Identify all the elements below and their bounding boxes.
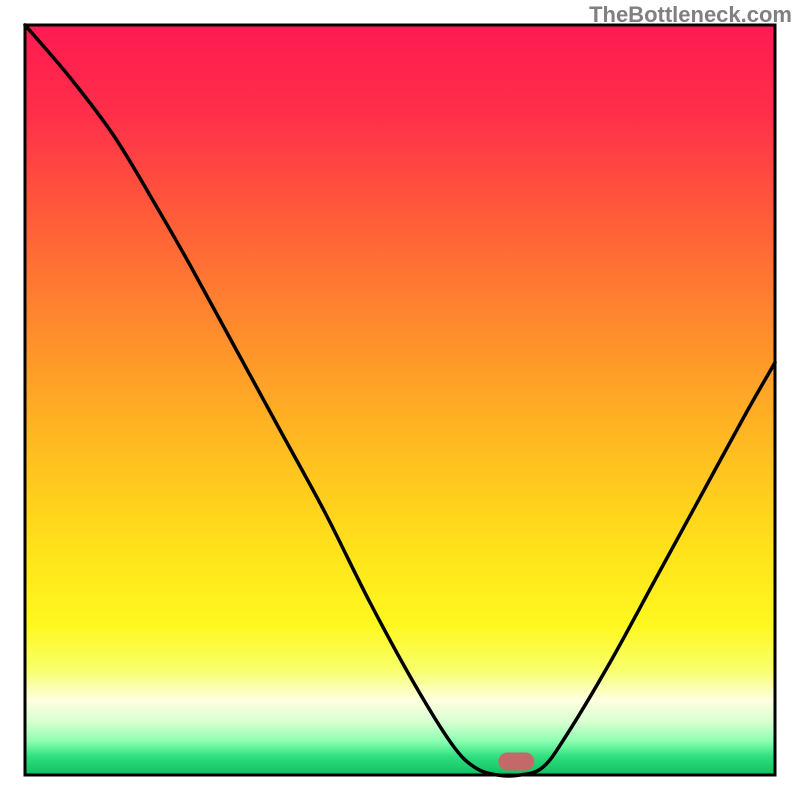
watermark-text: TheBottleneck.com bbox=[589, 2, 792, 28]
bottleneck-chart bbox=[0, 0, 800, 800]
plot-background bbox=[25, 25, 775, 775]
optimal-marker bbox=[498, 753, 534, 771]
chart-container: { "watermark": { "text": "TheBottleneck.… bbox=[0, 0, 800, 800]
